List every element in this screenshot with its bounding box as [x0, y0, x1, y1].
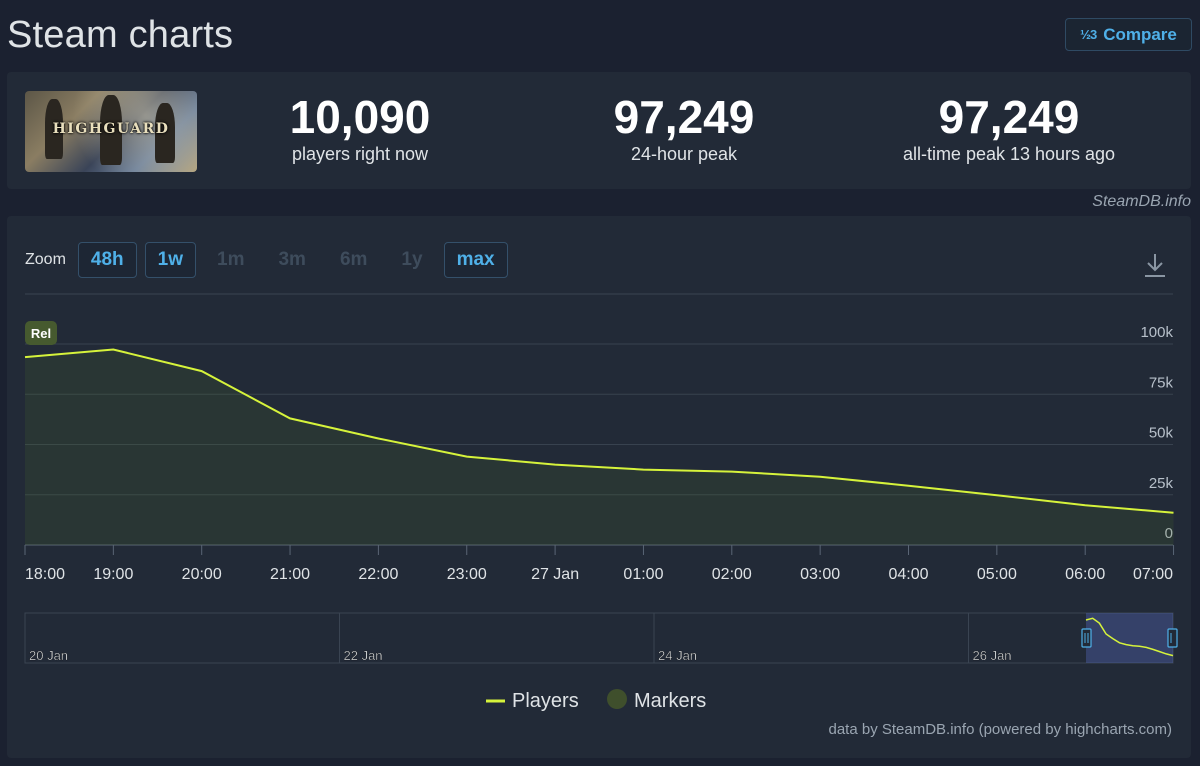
- marker-label: Rel: [31, 326, 51, 341]
- x-tick-label: 23:00: [447, 566, 487, 583]
- x-tick-label: 01:00: [623, 566, 663, 583]
- x-tick-label: 22:00: [358, 566, 398, 583]
- compare-button[interactable]: ½3 Compare: [1065, 18, 1192, 51]
- steamdb-credit-link[interactable]: SteamDB.info: [1092, 193, 1191, 210]
- y-tick-label: 100k: [1140, 324, 1173, 341]
- stat-label: players right now: [291, 144, 429, 164]
- zoom-1w-button[interactable]: 1w: [144, 241, 197, 278]
- x-tick-label: 27 Jan: [531, 566, 579, 583]
- x-tick-label: 21:00: [270, 566, 310, 583]
- release-marker[interactable]: Rel: [25, 321, 57, 345]
- zoom-3m-button[interactable]: 3m: [278, 248, 306, 270]
- zoom-48h-button[interactable]: 48h: [77, 241, 137, 278]
- navigator-tick-label: 22 Jan: [344, 648, 383, 663]
- game-logo-text: HIGHGUARD: [52, 121, 170, 137]
- zoom-max-button[interactable]: max: [443, 241, 508, 278]
- zoom-1m-button[interactable]: 1m: [217, 248, 245, 270]
- navigator-tick-label: 20 Jan: [29, 648, 68, 663]
- x-tick-label: 20:00: [182, 566, 222, 583]
- y-tick-label: 75k: [1149, 374, 1174, 391]
- stat-players-now: 10,090 players right now: [250, 92, 470, 165]
- stat-label: all-time peak 13 hours ago: [902, 144, 1116, 164]
- x-tick-label: 03:00: [800, 566, 840, 583]
- stat-all-time-peak: 97,249 all-time peak 13 hours ago: [869, 92, 1149, 165]
- y-tick-label: 25k: [1149, 475, 1174, 492]
- legend: Players Markers: [486, 689, 706, 712]
- x-tick-label: 05:00: [977, 566, 1017, 583]
- game-capsule-image[interactable]: HIGHGUARD: [25, 91, 197, 172]
- navigator-tick-label: 24 Jan: [658, 648, 697, 663]
- y-tick-label: 0: [1165, 525, 1173, 542]
- stat-24h-peak: 97,249 24-hour peak: [574, 92, 794, 165]
- zoom-controls: Zoom 48h 1w 1m 3m 6m 1y max: [25, 241, 516, 278]
- legend-item-markers[interactable]: Markers: [607, 689, 706, 712]
- legend-label: Players: [512, 690, 579, 712]
- stats-panel: HIGHGUARD 10,090 players right now 97,24…: [7, 72, 1191, 189]
- navigator-selection[interactable]: [1086, 613, 1173, 663]
- download-icon[interactable]: [1143, 252, 1167, 278]
- zoom-6m-button[interactable]: 6m: [339, 248, 368, 270]
- stat-value: 97,249: [938, 91, 1080, 143]
- navigator-left-handle[interactable]: [1081, 628, 1092, 648]
- stat-value: 97,249: [613, 91, 755, 143]
- zoom-1y-button[interactable]: 1y: [401, 248, 423, 270]
- zoom-label: Zoom: [25, 250, 66, 268]
- x-tick-label: 04:00: [888, 566, 928, 583]
- stat-value: 10,090: [289, 91, 431, 143]
- y-tick-label: 50k: [1149, 425, 1174, 442]
- x-tick-label: 06:00: [1065, 566, 1105, 583]
- x-tick-label: 02:00: [712, 566, 752, 583]
- legend-label: Markers: [634, 690, 706, 712]
- navigator-line: [1085, 617, 1174, 657]
- x-tick-label: 07:00: [1133, 566, 1173, 583]
- chart-panel: Zoom 48h 1w 1m 3m 6m 1y max 0 25k 50k 75k 10…: [7, 216, 1191, 758]
- x-tick-label: 18:00: [25, 566, 65, 583]
- compare-label: Compare: [1103, 24, 1177, 44]
- fraction-icon: ½3: [1080, 27, 1097, 42]
- players-line: [24, 348, 1174, 514]
- navigator[interactable]: 20 Jan 22 Jan 24 Jan 26 Jan: [24, 612, 1178, 664]
- players-area: [25, 349, 1174, 545]
- page-title: Steam charts: [7, 14, 234, 56]
- navigator-right-handle[interactable]: [1167, 628, 1178, 648]
- player-chart: 0 25k 50k 75k 100k 18:00 19:00 20:00 21:00 22:00…: [24, 293, 1178, 712]
- x-tick-label: 19:00: [93, 566, 133, 583]
- navigator-tick-label: 26 Jan: [973, 648, 1012, 663]
- chart-credit-link[interactable]: data by SteamDB.info (powered by highcha…: [828, 721, 1173, 738]
- stat-label: 24-hour peak: [630, 144, 738, 164]
- legend-item-players[interactable]: Players: [486, 690, 579, 712]
